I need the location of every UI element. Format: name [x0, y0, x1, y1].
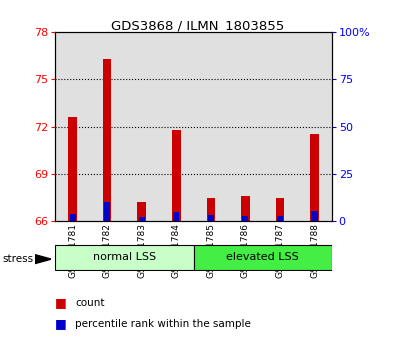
Bar — [70, 214, 75, 221]
Bar — [55, 32, 90, 221]
Bar — [263, 32, 297, 221]
Bar — [139, 217, 145, 221]
Bar — [103, 59, 111, 221]
Text: percentile rank within the sample: percentile rank within the sample — [75, 319, 251, 329]
Bar — [228, 32, 263, 221]
Bar — [124, 32, 159, 221]
Bar — [312, 211, 318, 221]
Bar — [159, 32, 194, 221]
Bar — [207, 198, 215, 221]
Bar — [137, 202, 146, 221]
Bar — [173, 212, 179, 221]
Bar — [297, 32, 332, 221]
Text: ■: ■ — [55, 296, 67, 309]
Bar — [90, 32, 124, 221]
Bar — [194, 245, 332, 270]
Bar — [276, 198, 284, 221]
Bar — [241, 196, 250, 221]
Text: normal LSS: normal LSS — [93, 252, 156, 262]
Bar — [104, 202, 110, 221]
Bar — [172, 130, 181, 221]
Bar — [194, 32, 228, 221]
Bar — [55, 245, 194, 270]
Text: elevated LSS: elevated LSS — [226, 252, 299, 262]
Text: stress: stress — [2, 254, 33, 264]
Text: count: count — [75, 298, 105, 308]
Bar — [68, 117, 77, 221]
Bar — [208, 215, 214, 221]
Polygon shape — [35, 255, 51, 264]
Bar — [277, 216, 283, 221]
Text: ■: ■ — [55, 318, 67, 330]
Bar — [243, 216, 248, 221]
Bar — [310, 135, 319, 221]
Text: GDS3868 / ILMN_1803855: GDS3868 / ILMN_1803855 — [111, 19, 284, 33]
